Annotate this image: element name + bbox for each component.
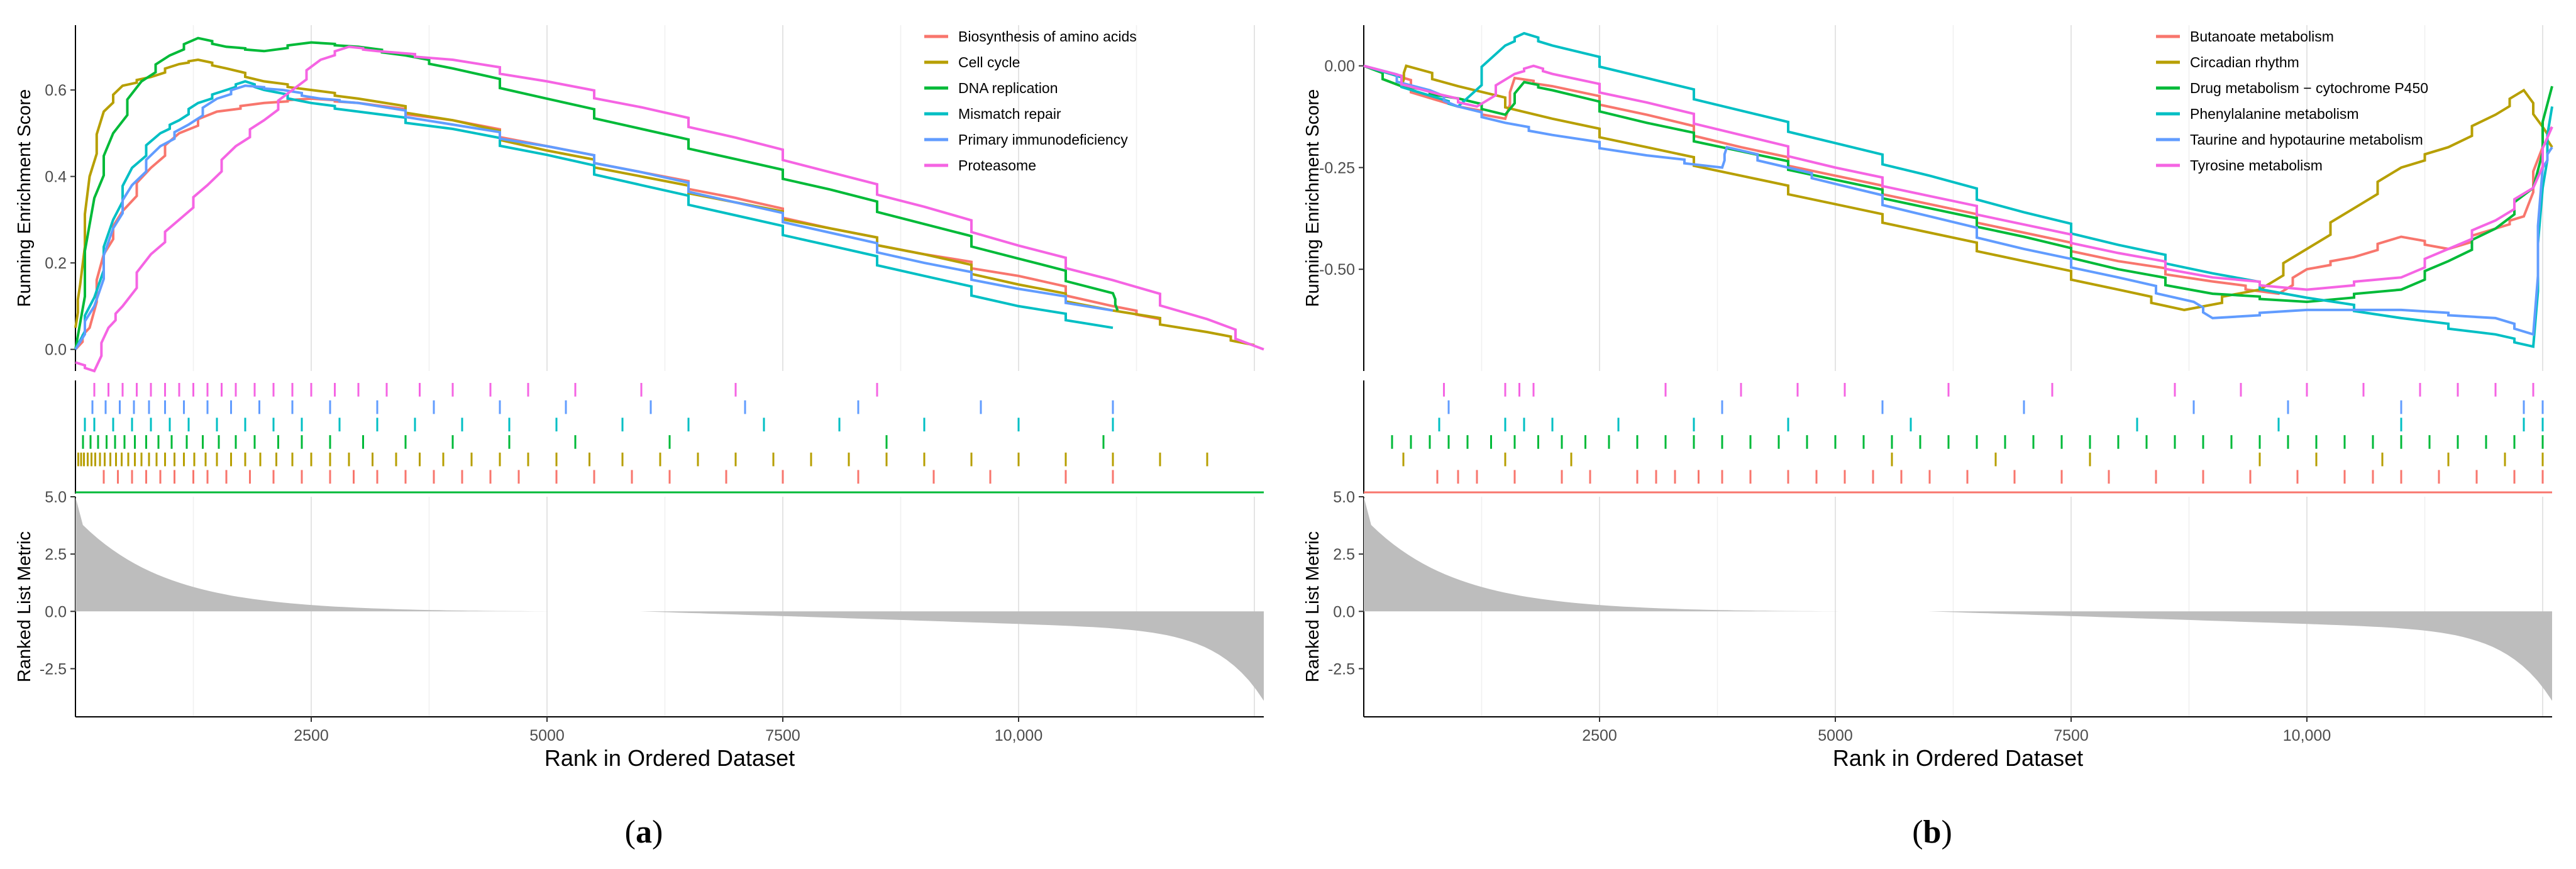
ranked-list-metric-area xyxy=(75,497,1264,701)
es-y-tick-label: -0.50 xyxy=(1319,261,1355,279)
x-tick-label: 5000 xyxy=(529,727,565,744)
x-tick-label: 7500 xyxy=(2054,727,2089,744)
panel-label-open: ( xyxy=(625,814,636,850)
panel-label-text: (a) xyxy=(625,814,663,850)
legend-label: DNA replication xyxy=(958,80,1058,96)
series-line-1 xyxy=(74,58,1255,346)
rank-y-tick-label: -2.5 xyxy=(1328,660,1355,678)
rank-y-tick-label: 0.0 xyxy=(1333,603,1355,621)
es-y-tick-label: 0.6 xyxy=(45,82,67,99)
series-line-4 xyxy=(74,84,1114,350)
legend-label: Primary immunodeficiency xyxy=(958,131,1128,148)
panel-label-open: ( xyxy=(1912,814,1923,850)
es-y-tick-label: 0.00 xyxy=(1324,58,1355,75)
legend-label: Circadian rhythm xyxy=(2190,54,2299,70)
ranked-list-metric-area xyxy=(1364,497,2552,701)
legend-label: Taurine and hypotaurine metabolism xyxy=(2190,131,2423,148)
gridlines xyxy=(192,25,1255,717)
rank-y-tick-label: 5.0 xyxy=(45,489,67,506)
es-y-tick-label: -0.25 xyxy=(1319,159,1355,177)
panel-label-close: ) xyxy=(1941,814,1952,850)
axes: 0.0 0.2 0.4 0.6 Running Enrichment Score 5.0 2… xyxy=(14,25,1264,771)
series-lines xyxy=(1363,31,2553,348)
panel-label-letter: b xyxy=(1923,814,1942,850)
x-tick-label: 2500 xyxy=(294,727,329,744)
rank-y-axis-title: Ranked List Metric xyxy=(14,531,35,682)
series-line-5 xyxy=(1363,64,2553,291)
hit-marks xyxy=(1391,383,2544,484)
rank-y-tick-label: -2.5 xyxy=(40,660,67,678)
legend-label: Biosynthesis of amino acids xyxy=(958,28,1137,45)
x-tick-label: 2500 xyxy=(1582,727,1617,744)
x-tick-label: 10,000 xyxy=(2283,727,2331,744)
x-axis-title: Rank in Ordered Dataset xyxy=(544,745,795,771)
rank-y-tick-label: 5.0 xyxy=(1333,489,1355,506)
series-line-1 xyxy=(1363,64,2553,311)
panel-label-letter: a xyxy=(636,814,652,850)
legend-label: Phenylalanine metabolism xyxy=(2190,106,2359,122)
legend: Butanoate metabolism Circadian rhythm Drug… xyxy=(2156,28,2428,174)
legend-label: Tyrosine metabolism xyxy=(2190,157,2323,174)
x-tick-label: 7500 xyxy=(765,727,800,744)
legend-label: Proteasome xyxy=(958,157,1036,174)
series-line-4 xyxy=(1363,64,2553,336)
legend-label: Drug metabolism − cytochrome P450 xyxy=(2190,80,2428,96)
es-y-tick-label: 0.2 xyxy=(45,255,67,272)
panel-label: (a) xyxy=(625,814,663,850)
es-y-axis-title: Running Enrichment Score xyxy=(1303,89,1323,307)
series-line-0 xyxy=(1363,64,2553,296)
rank-y-axis-title: Ranked List Metric xyxy=(1303,531,1323,682)
series-line-5 xyxy=(75,45,1264,373)
panel-b: 0.00 -0.25 -0.50 Running Enrichment Score 5.… xyxy=(1288,0,2576,869)
gsea-chart-a: 0.0 0.2 0.4 0.6 Running Enrichment Score 5.0 2… xyxy=(14,25,1264,850)
x-axis-title: Rank in Ordered Dataset xyxy=(1833,745,2083,771)
es-y-axis-title: Running Enrichment Score xyxy=(14,89,35,307)
rank-y-tick-label: 0.0 xyxy=(45,603,67,621)
legend-label: Cell cycle xyxy=(958,54,1020,70)
x-tick-label: 5000 xyxy=(1818,727,1853,744)
legend: Biosynthesis of amino acids Cell cycle DNA… xyxy=(924,28,1137,174)
series-line-3 xyxy=(74,80,1114,350)
legend-label: Mismatch repair xyxy=(958,106,1061,122)
panel-a: 0.0 0.2 0.4 0.6 Running Enrichment Score 5.0 2… xyxy=(14,25,1264,850)
panel-label-close: ) xyxy=(652,814,663,850)
rank-y-tick-label: 2.5 xyxy=(45,546,67,563)
rank-y-tick-label: 2.5 xyxy=(1333,546,1355,563)
series-line-2 xyxy=(1363,64,2553,304)
series-line-3 xyxy=(1363,31,2553,348)
panel-label-text: (b) xyxy=(1912,814,1952,850)
es-y-tick-label: 0.4 xyxy=(45,169,67,186)
es-y-tick-label: 0.0 xyxy=(45,341,67,359)
hit-marks xyxy=(77,383,1208,484)
x-tick-label: 10,000 xyxy=(995,727,1042,744)
series-lines xyxy=(74,36,1264,373)
panel-label: (b) xyxy=(1912,814,1952,850)
legend-label: Butanoate metabolism xyxy=(2190,28,2334,45)
